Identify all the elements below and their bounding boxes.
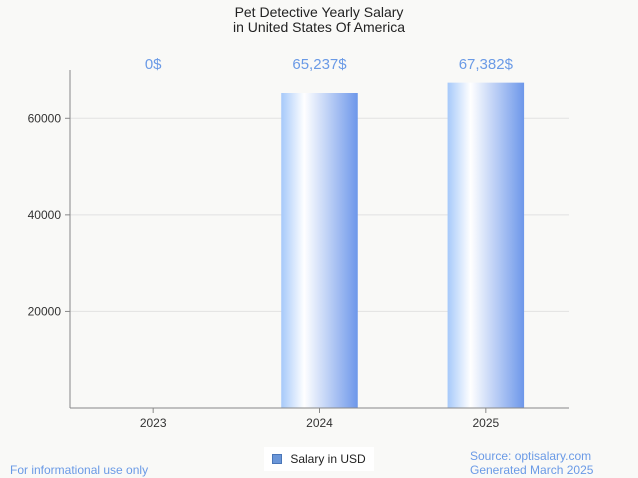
x-tick-label: 2025	[472, 416, 499, 430]
x-tick-label: 2023	[140, 416, 167, 430]
y-tick-label: 40000	[28, 208, 62, 222]
source-block: Source: optisalary.com Generated March 2…	[470, 449, 593, 477]
data-label-2025: 67,382$	[459, 56, 514, 73]
source-text: Source: optisalary.com	[470, 449, 592, 463]
generated-text: Generated March 2025	[470, 463, 594, 477]
bar-2024	[281, 92, 358, 409]
y-tick-label: 60000	[28, 111, 62, 125]
data-label-2024: 65,237$	[292, 56, 347, 73]
legend-label: Salary in USD	[290, 452, 366, 466]
legend-swatch	[272, 454, 283, 464]
data-labels: 0$ 65,237$ 67,382$	[145, 56, 514, 73]
chart-title-line1: Pet Detective Yearly Salary	[235, 4, 404, 20]
data-label-2023: 0$	[145, 56, 162, 73]
axes: 20000 40000 60000 2023 2024 2025	[28, 70, 569, 430]
y-tick-label: 20000	[28, 304, 62, 318]
chart-title-line2: in United States Of America	[233, 19, 405, 35]
disclaimer-text: For informational use only	[10, 463, 149, 477]
legend: Salary in USD	[264, 447, 374, 471]
bars	[281, 82, 525, 409]
x-tick-label: 2024	[306, 416, 333, 430]
bar-2025	[447, 82, 525, 408]
